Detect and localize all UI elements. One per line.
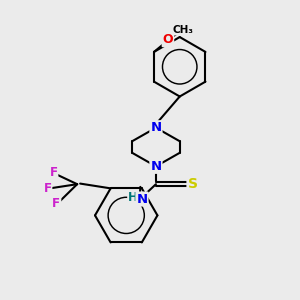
Text: F: F [52, 197, 60, 210]
Text: F: F [50, 166, 57, 179]
Text: N: N [150, 160, 161, 173]
Text: CH₃: CH₃ [172, 25, 194, 34]
Text: N: N [150, 121, 161, 134]
Text: S: S [188, 177, 197, 191]
Text: H: H [128, 191, 138, 204]
Text: F: F [44, 182, 52, 195]
Text: O: O [163, 33, 173, 46]
Text: N: N [136, 193, 148, 206]
